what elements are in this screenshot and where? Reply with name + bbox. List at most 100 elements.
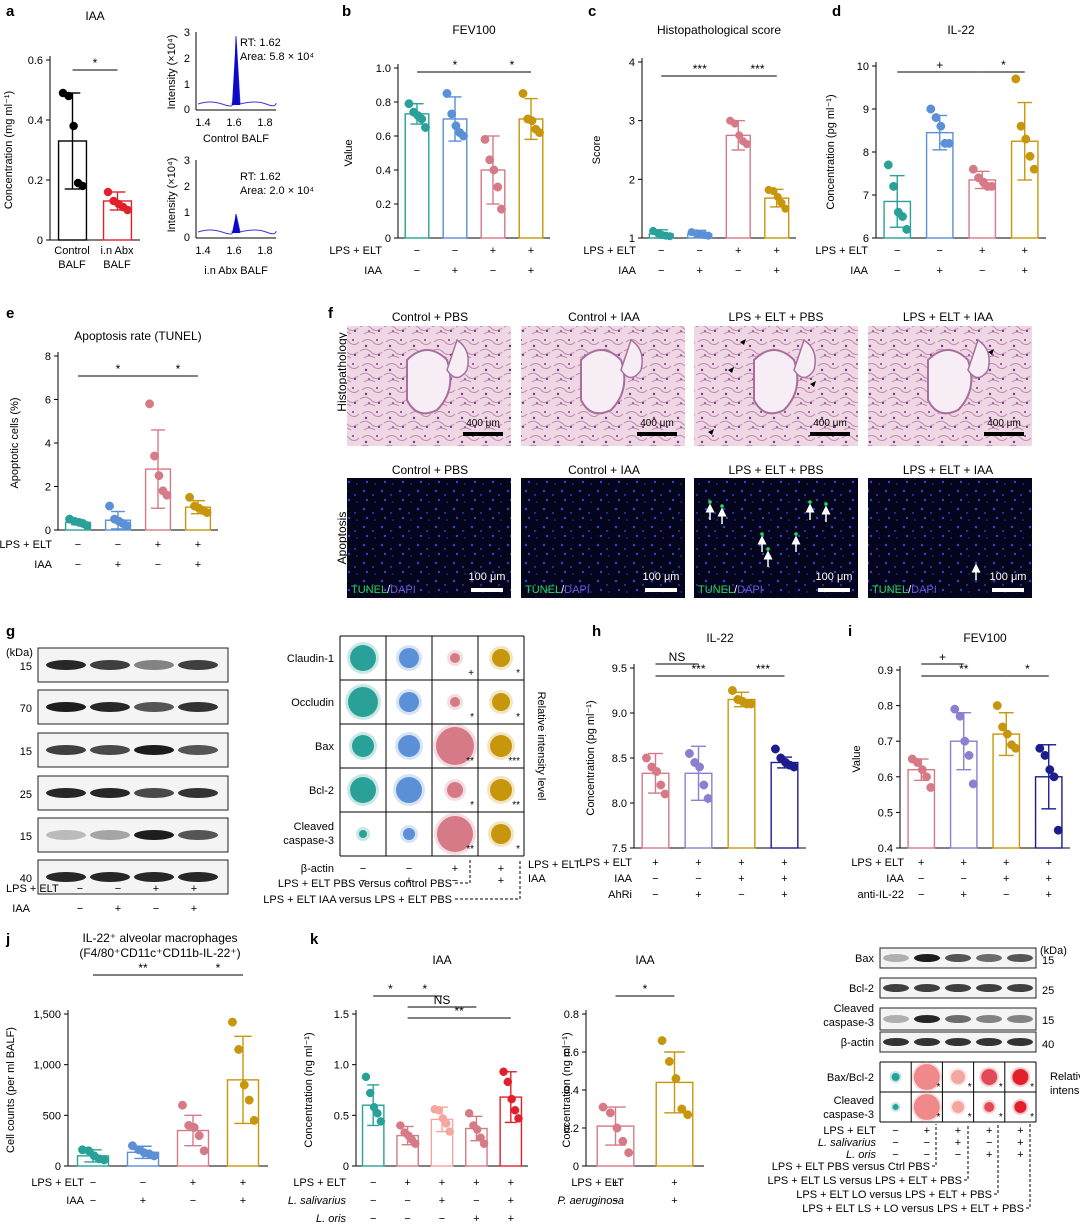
y-axis-label: Concentration (ng ml⁻¹) bbox=[561, 1032, 573, 1147]
molecular-weight: 15 bbox=[20, 661, 32, 673]
legend-entry: LPS + ELT LO versus LPS + ELT + PBS bbox=[796, 1189, 992, 1201]
x-row-sign: − bbox=[360, 863, 366, 875]
protein-label: Bax bbox=[315, 741, 334, 753]
y-tick-label: 4 bbox=[45, 438, 51, 450]
protein-label: Bcl-2 bbox=[849, 983, 874, 995]
data-point bbox=[69, 121, 78, 131]
blot-band bbox=[90, 872, 130, 882]
blot-band bbox=[46, 830, 86, 840]
significance-label: ** bbox=[959, 662, 969, 676]
blot-band bbox=[90, 830, 130, 840]
x-row-sign: − bbox=[75, 539, 81, 551]
blot-band bbox=[178, 660, 218, 670]
x-row-sign: + bbox=[195, 539, 201, 551]
col-label: LPS + ELT + IAA bbox=[903, 463, 993, 477]
chart-title: Histopathological score bbox=[657, 23, 781, 37]
blot-band bbox=[945, 984, 971, 992]
data-point bbox=[998, 722, 1008, 732]
data-point bbox=[82, 521, 92, 531]
y-axis-label: Value bbox=[851, 745, 863, 772]
data-point bbox=[677, 1104, 687, 1114]
panel-label-d: d bbox=[832, 3, 841, 20]
blot-band bbox=[883, 954, 909, 962]
chrom1-ytick: 1 bbox=[184, 79, 190, 91]
x-row-label: LPS + ELT bbox=[6, 883, 59, 895]
x-row-sign: + bbox=[1046, 889, 1052, 901]
data-point bbox=[1016, 121, 1026, 131]
x-row-sign: + bbox=[528, 245, 534, 257]
significance-label: ** bbox=[512, 800, 520, 811]
data-point bbox=[684, 749, 694, 758]
x-row-sign: − bbox=[894, 265, 900, 277]
data-point bbox=[598, 1102, 608, 1112]
vessel bbox=[620, 338, 643, 379]
intensity-dot bbox=[951, 1070, 965, 1084]
significance-label: NS bbox=[434, 993, 451, 1007]
intensity-dot bbox=[913, 1064, 940, 1090]
x-row-sign: − bbox=[115, 539, 121, 551]
chrom2-ytick: 2 bbox=[184, 181, 190, 193]
x-row-label: L. salivarius bbox=[818, 1137, 877, 1149]
significance-label: * bbox=[936, 1112, 940, 1123]
x-row-sign: − bbox=[490, 265, 496, 277]
chrom1-xlabel: Control BALF bbox=[203, 133, 269, 145]
data-point bbox=[149, 1151, 159, 1161]
vessel bbox=[967, 338, 990, 379]
x-row-sign: + bbox=[191, 883, 197, 895]
data-point bbox=[624, 1148, 634, 1158]
data-point bbox=[510, 1106, 520, 1115]
data-point bbox=[202, 508, 212, 518]
x-row-sign: + bbox=[986, 1125, 992, 1137]
data-point bbox=[671, 1074, 681, 1084]
scale-bar-label: 400 μm bbox=[813, 418, 847, 429]
x-row-sign: + bbox=[155, 539, 161, 551]
blot-band bbox=[178, 872, 218, 882]
data-point bbox=[507, 1094, 516, 1104]
data-point bbox=[497, 204, 506, 214]
x-label: Control bbox=[54, 245, 89, 257]
ratio-label: caspase-3 bbox=[823, 1109, 874, 1121]
scale-bar-label: 100 μm bbox=[816, 571, 853, 583]
x-row-sign: − bbox=[115, 883, 121, 895]
x-row-label: LPS + ELT bbox=[528, 859, 581, 871]
blot-band bbox=[976, 984, 1002, 992]
x-label: i.n Abx bbox=[100, 245, 134, 257]
x-row-sign: + bbox=[924, 1125, 930, 1137]
x-row-label: LPS + ELT bbox=[0, 539, 52, 551]
data-point bbox=[459, 131, 468, 141]
x-row-sign: + bbox=[190, 1177, 196, 1189]
y-axis-label: Concentration (pg ml⁻¹) bbox=[825, 94, 837, 209]
blot-band bbox=[1007, 954, 1033, 962]
stain-label: TUNEL/DAPI bbox=[872, 584, 937, 596]
significance-label: * bbox=[470, 800, 474, 811]
y-tick-label: 0 bbox=[55, 1161, 61, 1173]
y-tick-label: 0.4 bbox=[878, 843, 893, 855]
y-tick-label: 0.2 bbox=[376, 199, 391, 211]
x-row-label: LPS + ELT bbox=[583, 245, 636, 257]
chrom2-xlabel: i.n Abx BALF bbox=[204, 265, 268, 277]
data-point bbox=[103, 187, 113, 197]
data-point bbox=[189, 1123, 199, 1132]
fluorescence-image bbox=[868, 478, 1032, 598]
x-row-label: LPS + ELT bbox=[293, 1177, 346, 1189]
blot-band bbox=[46, 745, 86, 755]
data-point bbox=[665, 232, 674, 241]
data-point bbox=[128, 1141, 137, 1151]
intensity-dot bbox=[359, 830, 367, 838]
intensity-dot bbox=[490, 735, 512, 757]
x-row-sign: − bbox=[986, 1137, 992, 1149]
significance-label: ** bbox=[138, 961, 148, 975]
data-point bbox=[445, 1127, 454, 1136]
data-point bbox=[950, 704, 960, 714]
chrom1-area: Area: 5.8 × 10⁴ bbox=[240, 51, 314, 63]
x-row-sign: + bbox=[490, 245, 496, 257]
y-axis-label: Score bbox=[591, 136, 603, 165]
x-row-label: LPS + ELT bbox=[815, 245, 868, 257]
x-row-sign: + bbox=[115, 903, 121, 915]
row-label-apoptosis: Apoptosis bbox=[335, 512, 349, 565]
blot-band bbox=[883, 1038, 909, 1046]
chart-title: IL-22 bbox=[947, 23, 975, 37]
intensity-dot bbox=[398, 735, 420, 757]
x-row-sign: + bbox=[439, 1177, 445, 1189]
x-row-label: AhRi bbox=[608, 889, 632, 901]
